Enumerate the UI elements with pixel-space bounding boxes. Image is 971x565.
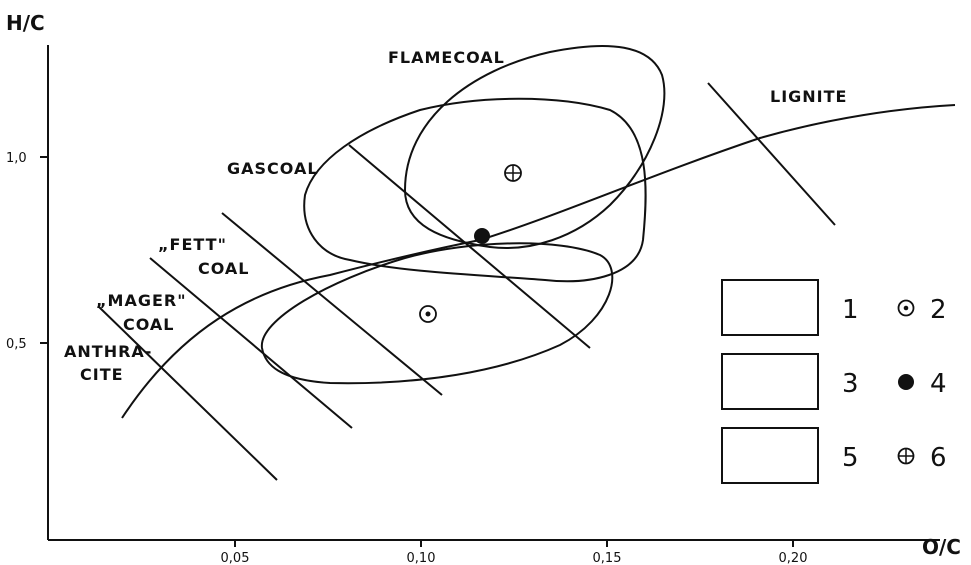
y-tick-label-1: 1,0 xyxy=(6,151,27,166)
legend: 1 2 3 4 5 6 xyxy=(721,279,947,484)
boundary-mager-fett xyxy=(149,257,353,429)
label-flamecoal: FLAMECOAL xyxy=(388,48,505,67)
x-tick-label-3: 0,15 xyxy=(593,551,622,565)
legend-number-4: 4 xyxy=(930,369,947,399)
legend-box-diagonal-hatch xyxy=(721,427,819,484)
label-anthra-line2: CITE xyxy=(80,365,124,384)
region-diagonal-hatch xyxy=(403,44,666,249)
label-mager-line1: „MAGER" xyxy=(96,291,187,310)
point-dot-in-circle xyxy=(419,305,437,323)
y-tick-label-2: 0,5 xyxy=(6,337,27,352)
legend-number-3: 3 xyxy=(842,369,859,399)
boundary-anthracite-mager xyxy=(97,305,278,481)
region-vertical-hatch xyxy=(260,242,614,385)
x-axis-title: O/C xyxy=(922,535,961,559)
legend-symbol-filled-circle xyxy=(898,374,914,390)
x-tick-label-2: 0,10 xyxy=(407,551,436,565)
legend-number-1: 1 xyxy=(842,295,859,325)
label-fett-line1: „FETT" xyxy=(158,235,227,254)
label-fett-line2: COAL xyxy=(198,259,250,278)
legend-symbol-dot-in-circle xyxy=(897,299,915,317)
label-gascoal: GASCOAL xyxy=(227,159,319,178)
legend-box-horizontal-hatch xyxy=(721,353,819,410)
legend-number-6: 6 xyxy=(930,443,947,473)
legend-number-2: 2 xyxy=(930,295,947,325)
x-tick-label-4: 0,20 xyxy=(779,551,808,565)
legend-box-vertical-hatch xyxy=(721,279,819,336)
boundary-fett-gas xyxy=(221,212,443,396)
boundary-flame-lignite xyxy=(707,82,836,226)
legend-symbol-cross-in-circle xyxy=(897,447,915,465)
legend-number-5: 5 xyxy=(842,443,859,473)
y-axis-title: H/C xyxy=(6,11,45,35)
label-mager-line2: COAL xyxy=(123,315,175,334)
boundary-gas-flame xyxy=(348,144,591,349)
point-cross-in-circle xyxy=(504,164,522,182)
label-anthra-line1: ANTHRA- xyxy=(64,342,152,361)
label-lignite: LIGNITE xyxy=(770,87,847,106)
x-tick-label-1: 0,05 xyxy=(221,551,250,565)
point-filled-circle xyxy=(474,228,490,244)
